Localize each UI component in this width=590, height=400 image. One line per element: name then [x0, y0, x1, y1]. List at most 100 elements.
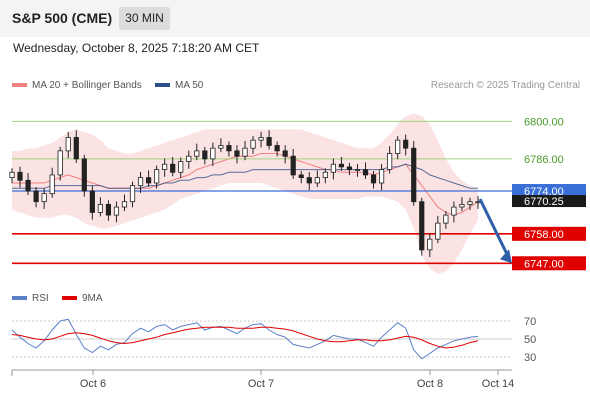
candle-body	[154, 169, 160, 184]
candle-body	[282, 150, 288, 157]
candle-body	[250, 139, 256, 149]
candle-body	[435, 222, 441, 240]
support-1-label: 6758.00	[524, 229, 564, 241]
legend-rsi: RSI	[12, 293, 49, 304]
candle-body	[467, 201, 473, 205]
legend-ma50-label: MA 50	[175, 80, 204, 91]
candle-body	[258, 137, 264, 141]
candle-body	[266, 137, 272, 146]
candle-body	[354, 169, 361, 171]
candle-body	[475, 201, 481, 204]
rsi-swatch	[12, 296, 27, 301]
time-tick-label: Oct 6	[80, 378, 106, 390]
legend-rsi-label: RSI	[32, 293, 49, 304]
last-price-tag	[512, 195, 586, 208]
forecast-arrow-shaft	[478, 198, 510, 257]
candle-body	[65, 137, 71, 152]
support-2-tag	[512, 256, 586, 271]
candle-body	[81, 158, 87, 192]
candle-body	[186, 155, 192, 162]
candle-body	[129, 185, 136, 203]
legend-rsi-ma-label: 9MA	[82, 293, 103, 304]
time-tick-label: Oct 7	[248, 378, 274, 390]
legend-rsi-ma: 9MA	[62, 293, 103, 304]
candle-body	[9, 171, 15, 179]
candle-body	[137, 177, 144, 187]
candle-body	[378, 169, 385, 184]
candle-body	[145, 177, 152, 184]
candle-body	[210, 147, 216, 160]
rsi-ma-line	[11, 326, 479, 349]
candle-body	[242, 147, 248, 157]
candle-body	[338, 163, 345, 168]
candle-body	[443, 214, 449, 224]
candle-body	[411, 147, 417, 203]
candle-body	[178, 161, 184, 173]
candle-body	[17, 171, 23, 181]
candle-body	[322, 171, 328, 179]
support-1-tag	[512, 226, 586, 241]
candle-body	[194, 150, 200, 157]
time-axis: Oct 6 Oct 7 Oct 8 Oct 14	[11, 369, 514, 390]
support-2-label: 6747.00	[524, 258, 564, 270]
candle-body	[170, 163, 176, 173]
candle-body	[57, 150, 63, 176]
legend-ma50: MA 50	[155, 80, 203, 91]
candle-body	[218, 145, 224, 149]
ma50-swatch	[155, 83, 170, 88]
candle-body	[346, 166, 353, 170]
current-price-label: 6774.00	[524, 186, 564, 198]
bollinger-band	[12, 113, 478, 275]
last-price-label: 6770.25	[524, 196, 564, 208]
candle-body	[419, 201, 425, 251]
header-bar: S&P 500 (CME) 30 MIN	[0, 0, 590, 37]
candle-body	[290, 155, 296, 176]
candle-body	[234, 150, 240, 157]
legend-bollinger: MA 20 + Bollinger Bands	[12, 80, 142, 91]
candle-body	[330, 163, 336, 173]
candle-body	[41, 193, 47, 203]
candle-body	[370, 174, 377, 184]
candle-body	[113, 206, 120, 216]
candle-body	[403, 139, 409, 149]
attribution: Research © 2025 Trading Central	[430, 80, 580, 91]
instrument-title: S&P 500 (CME)	[12, 10, 113, 26]
rsi-tick-label: 50	[524, 334, 536, 346]
time-tick-label: Oct 14	[482, 378, 514, 390]
rsi-panel: 70 50 30	[11, 316, 536, 364]
time-tick-label: Oct 8	[417, 378, 443, 390]
candle-body	[274, 145, 280, 152]
current-price-tag	[512, 184, 586, 198]
candle-body	[459, 203, 465, 208]
candle-body	[73, 137, 79, 160]
candle-body	[427, 238, 433, 251]
rsi-tick-label: 70	[524, 316, 536, 328]
candle-body	[33, 190, 39, 203]
candle-body	[89, 190, 95, 213]
candle-body	[362, 169, 369, 176]
candle-body	[314, 177, 320, 184]
candle-body	[202, 150, 208, 160]
rsi-ma-swatch	[62, 296, 77, 301]
candle-body	[387, 153, 393, 170]
candle-body	[121, 201, 128, 208]
candle-body	[105, 203, 112, 216]
forecast-arrow-head	[500, 249, 512, 264]
candle-body	[226, 145, 232, 152]
candle-body	[306, 177, 312, 184]
datetime-label: Wednesday, October 8, 2025 7:18:20 AM CE…	[13, 41, 260, 55]
rsi-tick-label: 30	[524, 352, 536, 364]
bollinger-swatch	[12, 83, 27, 88]
legend-bollinger-label: MA 20 + Bollinger Bands	[32, 80, 142, 91]
candle-body	[25, 179, 31, 192]
interval-badge[interactable]: 30 MIN	[119, 7, 170, 30]
candle-body	[162, 163, 168, 170]
candle-body	[97, 203, 103, 213]
resistance-2-label: 6786.00	[524, 154, 564, 166]
candle-body	[395, 139, 401, 154]
ma50-line	[12, 163, 478, 189]
candle-body	[49, 174, 55, 195]
resistance-1-label: 6800.00	[524, 116, 564, 128]
candle-body	[298, 174, 304, 179]
